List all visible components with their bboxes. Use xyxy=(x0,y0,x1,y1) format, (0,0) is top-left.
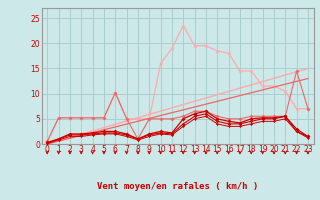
Text: Vent moyen/en rafales ( km/h ): Vent moyen/en rafales ( km/h ) xyxy=(97,182,258,191)
